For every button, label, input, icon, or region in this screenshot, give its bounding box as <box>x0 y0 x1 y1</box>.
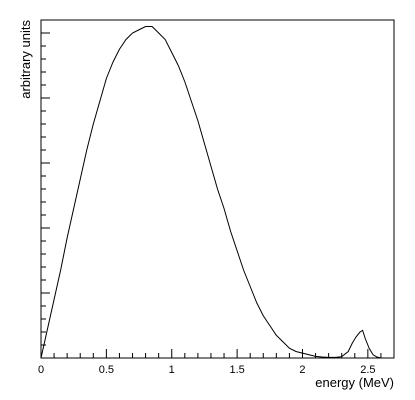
x-tick-label: 1.5 <box>229 364 244 376</box>
x-tick-label: 0 <box>38 364 44 376</box>
x-tick-label: 0.5 <box>99 364 114 376</box>
x-tick-label: 2 <box>299 364 305 376</box>
x-axis-title: energy (MeV) <box>315 375 394 390</box>
x-tick-label: 1 <box>169 364 175 376</box>
series-line <box>40 26 382 359</box>
x-axis-ticks: 0 0.5 1 1.5 2 2.5 <box>38 349 382 376</box>
y-axis-title: arbitrary units <box>18 20 33 99</box>
y-axis-ticks <box>41 19 50 359</box>
x-tick-label: 2.5 <box>360 364 375 376</box>
